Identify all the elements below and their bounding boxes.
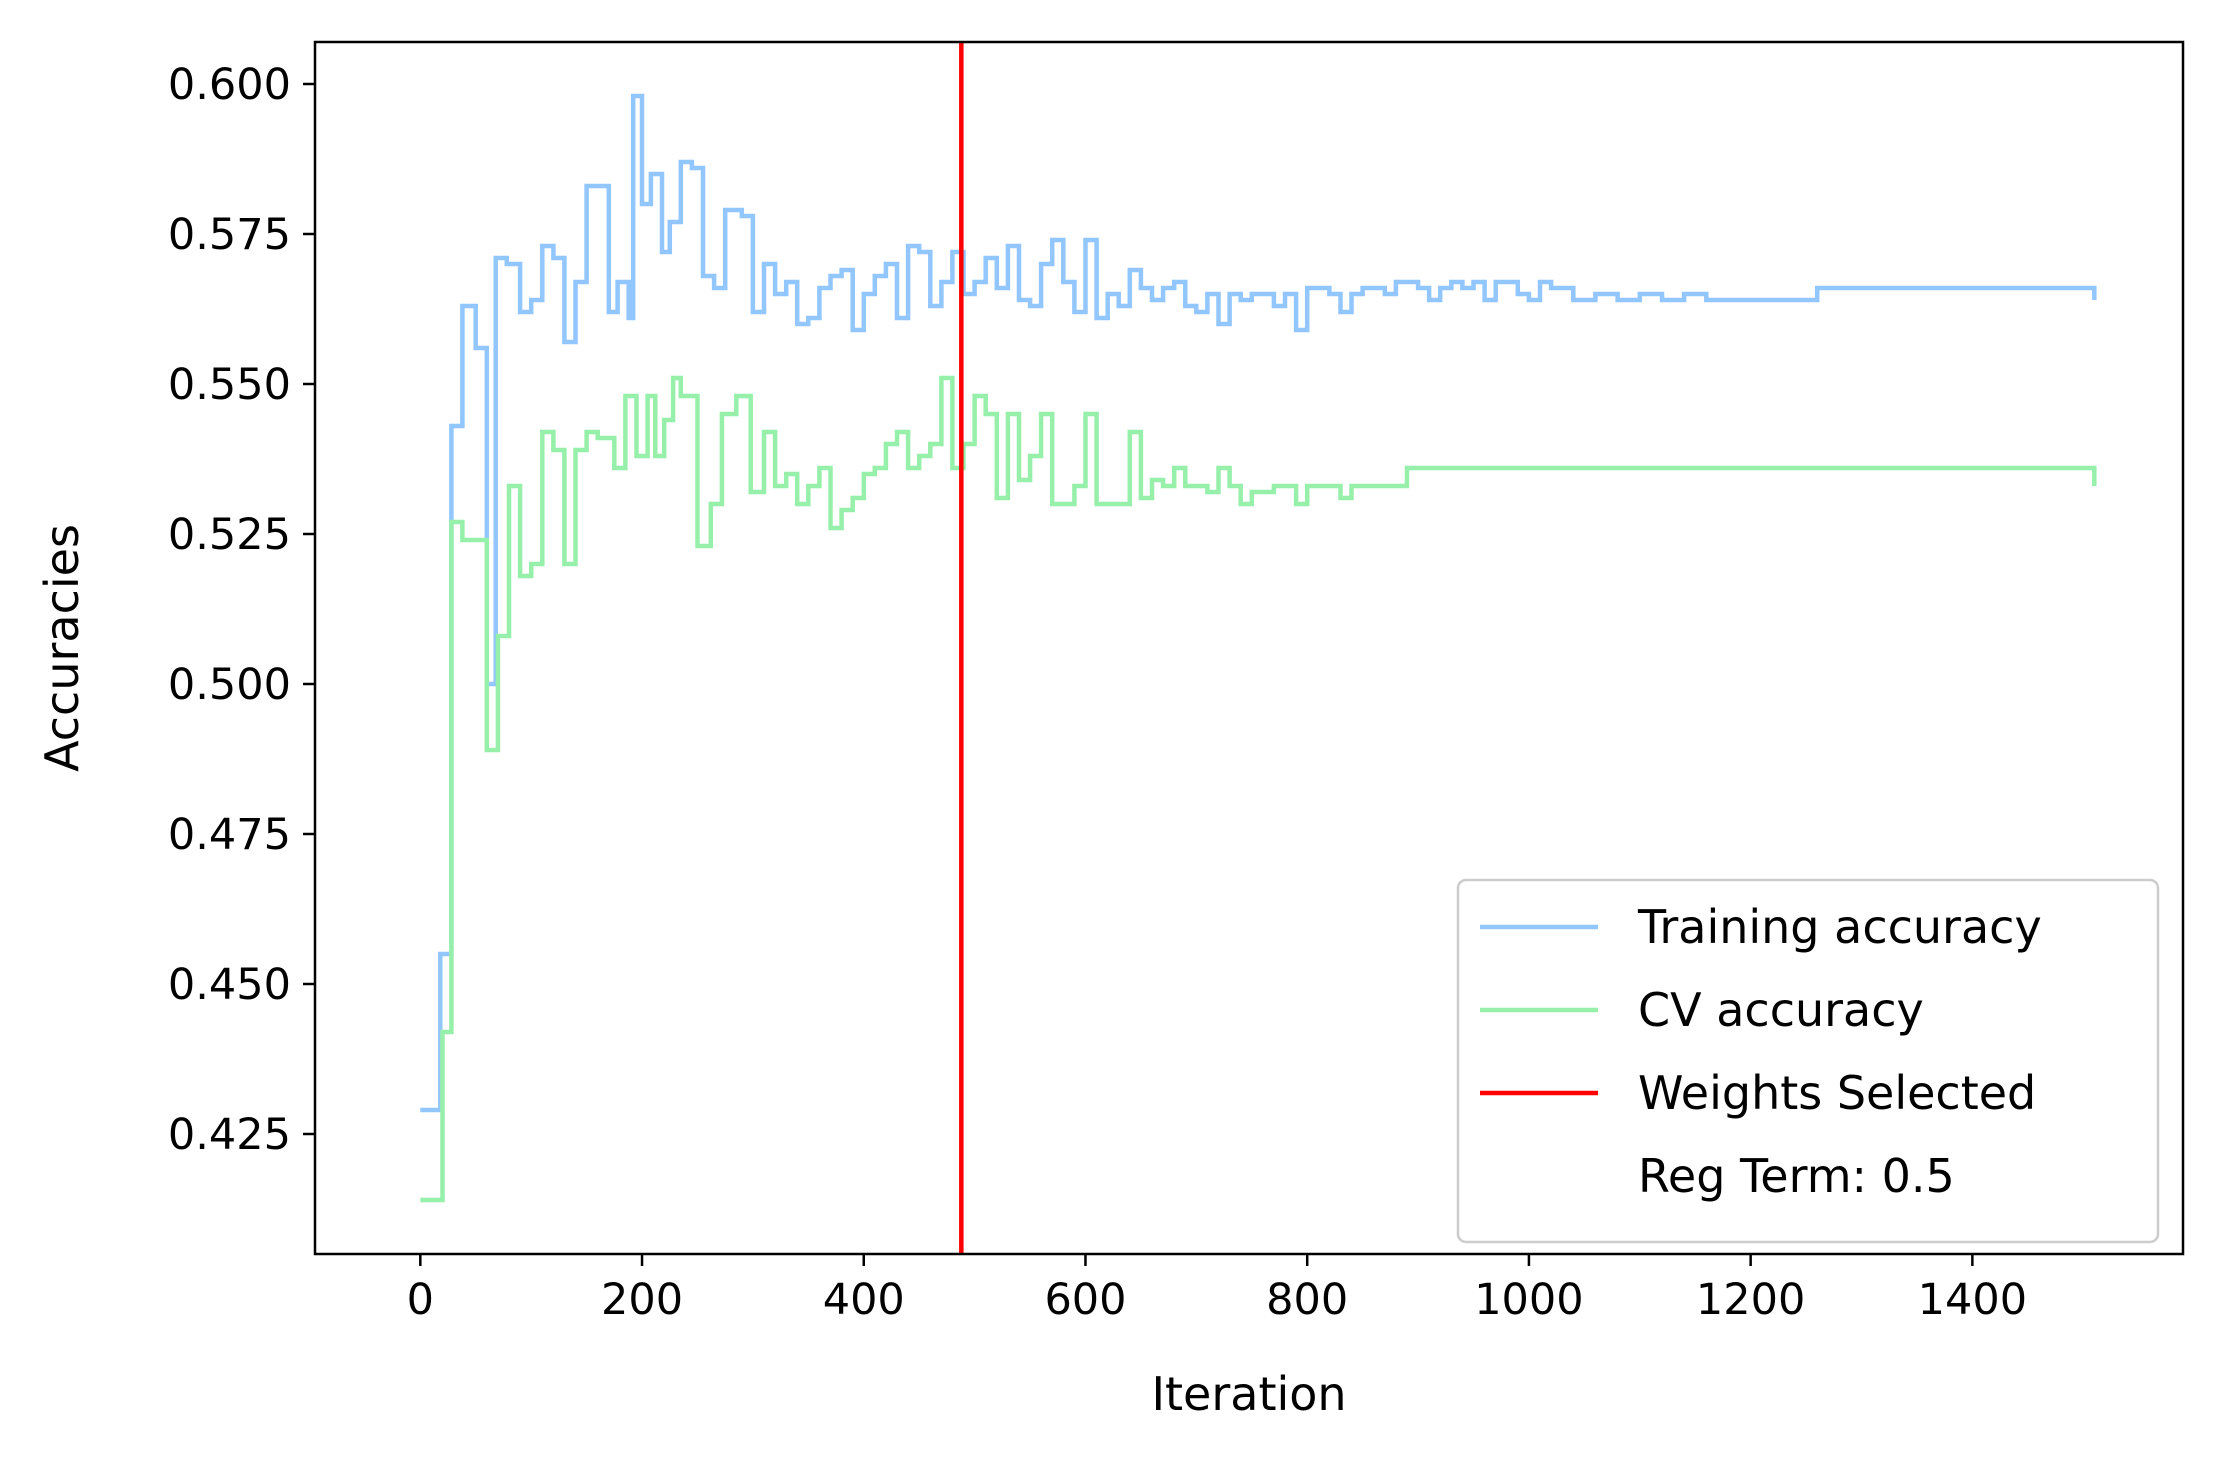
x-tick-label: 1200 — [1696, 1275, 1805, 1325]
y-tick-label: 0.600 — [168, 60, 291, 110]
x-axis: 0 200 400 600 800 1000 1200 1400 — [407, 1254, 2027, 1325]
x-tick-label: 800 — [1266, 1275, 1348, 1325]
y-tick-label: 0.475 — [168, 810, 291, 860]
legend-label: Reg Term: 0.5 — [1638, 1149, 1955, 1203]
chart-marks — [420, 42, 2097, 1254]
y-axis: 0.425 0.450 0.475 0.500 0.525 0.550 0.575 0.600 — [168, 60, 315, 1160]
y-tick-label: 0.450 — [168, 960, 291, 1010]
legend-label: Training accuracy — [1637, 900, 2042, 954]
x-tick-label: 200 — [601, 1275, 683, 1325]
x-tick-label: 600 — [1044, 1275, 1126, 1325]
legend-box — [1456, 878, 2160, 1244]
legend-label: CV accuracy — [1638, 983, 1924, 1037]
x-tick-label: 1000 — [1474, 1275, 1583, 1325]
y-tick-label: 0.550 — [168, 360, 291, 410]
y-tick-label: 0.575 — [168, 210, 291, 260]
x-tick-label: 400 — [823, 1275, 905, 1325]
x-tick-label: 1400 — [1918, 1275, 2027, 1325]
y-tick-label: 0.425 — [168, 1110, 291, 1160]
y-tick-label: 0.525 — [168, 510, 291, 560]
x-axis-title: Iteration — [1151, 1367, 1346, 1421]
x-tick-label: 0 — [407, 1275, 434, 1325]
series-line-cv-accuracy — [420, 375, 2097, 1203]
y-tick-label: 0.500 — [168, 660, 291, 710]
series-line-training-accuracy — [420, 93, 2097, 1113]
legend-label: Weights Selected — [1638, 1066, 2036, 1120]
y-axis-title: Accuracies — [35, 524, 89, 772]
chart-legend: Training accuracy CV accuracy Weights Sele… — [1456, 878, 2160, 1244]
plot-area-frame — [313, 40, 2185, 1256]
